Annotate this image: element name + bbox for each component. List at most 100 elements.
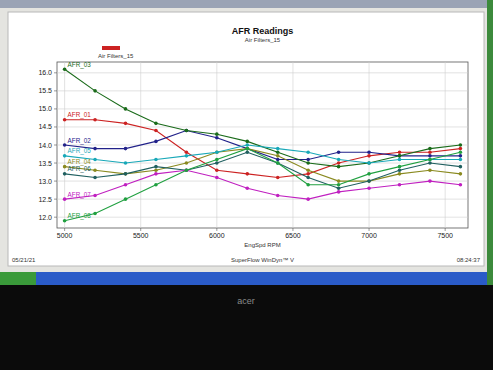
series-marker (428, 147, 432, 151)
series-marker (63, 67, 67, 71)
x-tick-label: 5000 (57, 232, 73, 239)
series-marker (245, 147, 249, 151)
series-label: AFR_02 (68, 137, 92, 145)
legend-swatch (102, 46, 120, 50)
window-title-bar (0, 0, 487, 8)
series-marker (306, 176, 310, 180)
series-marker (306, 168, 310, 172)
series-marker (367, 161, 371, 165)
series-marker (93, 118, 97, 122)
y-tick (54, 90, 57, 91)
series-marker (337, 161, 341, 165)
start-button (0, 272, 36, 285)
x-tick-label: 6000 (209, 232, 225, 239)
series-marker (124, 172, 128, 176)
y-grid-line (57, 217, 468, 218)
series-marker (367, 187, 371, 191)
y-tick-label: 12.0 (38, 214, 52, 221)
title: AFR Readings (232, 26, 294, 36)
y-tick (54, 163, 57, 164)
series-marker (306, 172, 310, 176)
series-marker (459, 165, 463, 169)
series-marker (215, 168, 219, 172)
series-marker (124, 183, 128, 187)
annotation: 08:24:37 (457, 257, 481, 263)
series-marker (185, 129, 189, 133)
desktop (0, 0, 493, 285)
series-marker (154, 168, 158, 172)
series-marker (428, 161, 432, 165)
series-marker (245, 140, 249, 144)
series-marker (93, 212, 97, 216)
y-tick (54, 126, 57, 127)
series-marker (63, 172, 67, 176)
x-grid-line (292, 62, 293, 228)
series-marker (93, 89, 97, 93)
series-label: AFR_07 (68, 191, 92, 199)
series-marker (185, 168, 189, 172)
series-line (65, 152, 461, 188)
series-line (65, 145, 461, 163)
series-marker (124, 197, 128, 201)
series-marker (154, 129, 158, 133)
series-marker (185, 154, 189, 158)
x-tick (292, 228, 293, 231)
bezel (0, 0, 493, 370)
series-marker (276, 147, 280, 151)
y-tick (54, 72, 57, 73)
y-tick-label: 15.0 (38, 105, 52, 112)
series-line (65, 131, 461, 160)
chart-root: AFR ReadingsAir Filters_15Air Filters_15… (0, 0, 493, 370)
x-tick-label: 5500 (133, 232, 149, 239)
series-marker (93, 176, 97, 180)
series-marker (276, 161, 280, 165)
x-tick (64, 228, 65, 231)
y-tick-label: 13.5 (38, 160, 52, 167)
series-marker (124, 122, 128, 126)
series-marker (215, 136, 219, 140)
y-grid-line (57, 126, 468, 127)
series-marker (245, 150, 249, 154)
series-line (65, 170, 461, 199)
series-marker (398, 172, 402, 176)
series-marker (398, 168, 402, 172)
series-marker (276, 150, 280, 154)
chart-panel (8, 12, 484, 266)
y-grid-line (57, 199, 468, 200)
y-tick (54, 181, 57, 182)
series-marker (93, 147, 97, 151)
series-marker (337, 165, 341, 169)
series-marker (306, 183, 310, 187)
series-marker (245, 147, 249, 151)
series-marker (93, 158, 97, 162)
series-marker (215, 150, 219, 154)
series-marker (185, 168, 189, 172)
x-grid-line (216, 62, 217, 228)
x-tick-label: 7500 (437, 232, 453, 239)
series-marker (398, 158, 402, 162)
series-marker (93, 194, 97, 198)
series-marker (428, 150, 432, 154)
y-tick (54, 217, 57, 218)
series-marker (306, 150, 310, 154)
series-marker (245, 172, 249, 176)
series-marker (63, 118, 67, 122)
series-marker (337, 179, 341, 183)
series-marker (215, 150, 219, 154)
series-marker (63, 165, 67, 169)
series-marker (185, 161, 189, 165)
subtitle: Air Filters_15 (245, 37, 281, 43)
series-marker (367, 154, 371, 158)
series-marker (245, 187, 249, 191)
y-grid-line (57, 72, 468, 73)
series-marker (367, 179, 371, 183)
series-marker (306, 158, 310, 162)
series-marker (124, 147, 128, 151)
annotation: 05/21/21 (12, 257, 36, 263)
series-marker (398, 150, 402, 154)
x-grid-line (445, 62, 446, 228)
x-tick (445, 228, 446, 231)
y-grid-line (57, 90, 468, 91)
y-tick-label: 15.5 (38, 87, 52, 94)
series-marker (337, 183, 341, 187)
